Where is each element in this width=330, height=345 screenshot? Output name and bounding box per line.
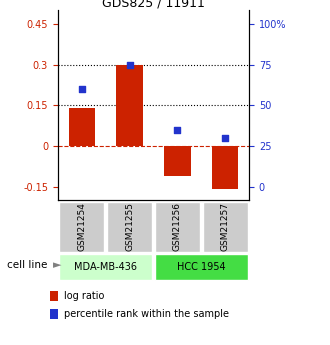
Text: percentile rank within the sample: percentile rank within the sample [64, 309, 229, 319]
Bar [107, 202, 152, 252]
Bar [50, 309, 58, 319]
Bar [59, 202, 104, 252]
Bar [116, 65, 143, 146]
Bar [69, 108, 95, 146]
Text: HCC 1954: HCC 1954 [177, 262, 226, 272]
Text: GSM21256: GSM21256 [173, 202, 182, 252]
Bar [155, 202, 200, 252]
Point [79, 86, 84, 92]
Text: GSM21255: GSM21255 [125, 202, 134, 252]
Text: GSM21254: GSM21254 [77, 203, 86, 251]
Point [127, 62, 132, 67]
Text: log ratio: log ratio [64, 291, 105, 301]
Bar [203, 202, 248, 252]
Bar [50, 290, 58, 301]
Point [222, 135, 228, 140]
Text: cell line: cell line [8, 260, 48, 270]
Point [175, 127, 180, 132]
Bar [212, 146, 238, 189]
Text: GSM21257: GSM21257 [221, 202, 230, 252]
Bar [164, 146, 190, 176]
Text: MDA-MB-436: MDA-MB-436 [74, 262, 137, 272]
Text: ►: ► [53, 260, 61, 270]
Title: GDS825 / 11911: GDS825 / 11911 [102, 0, 205, 9]
Bar [155, 254, 248, 280]
Bar [59, 254, 152, 280]
